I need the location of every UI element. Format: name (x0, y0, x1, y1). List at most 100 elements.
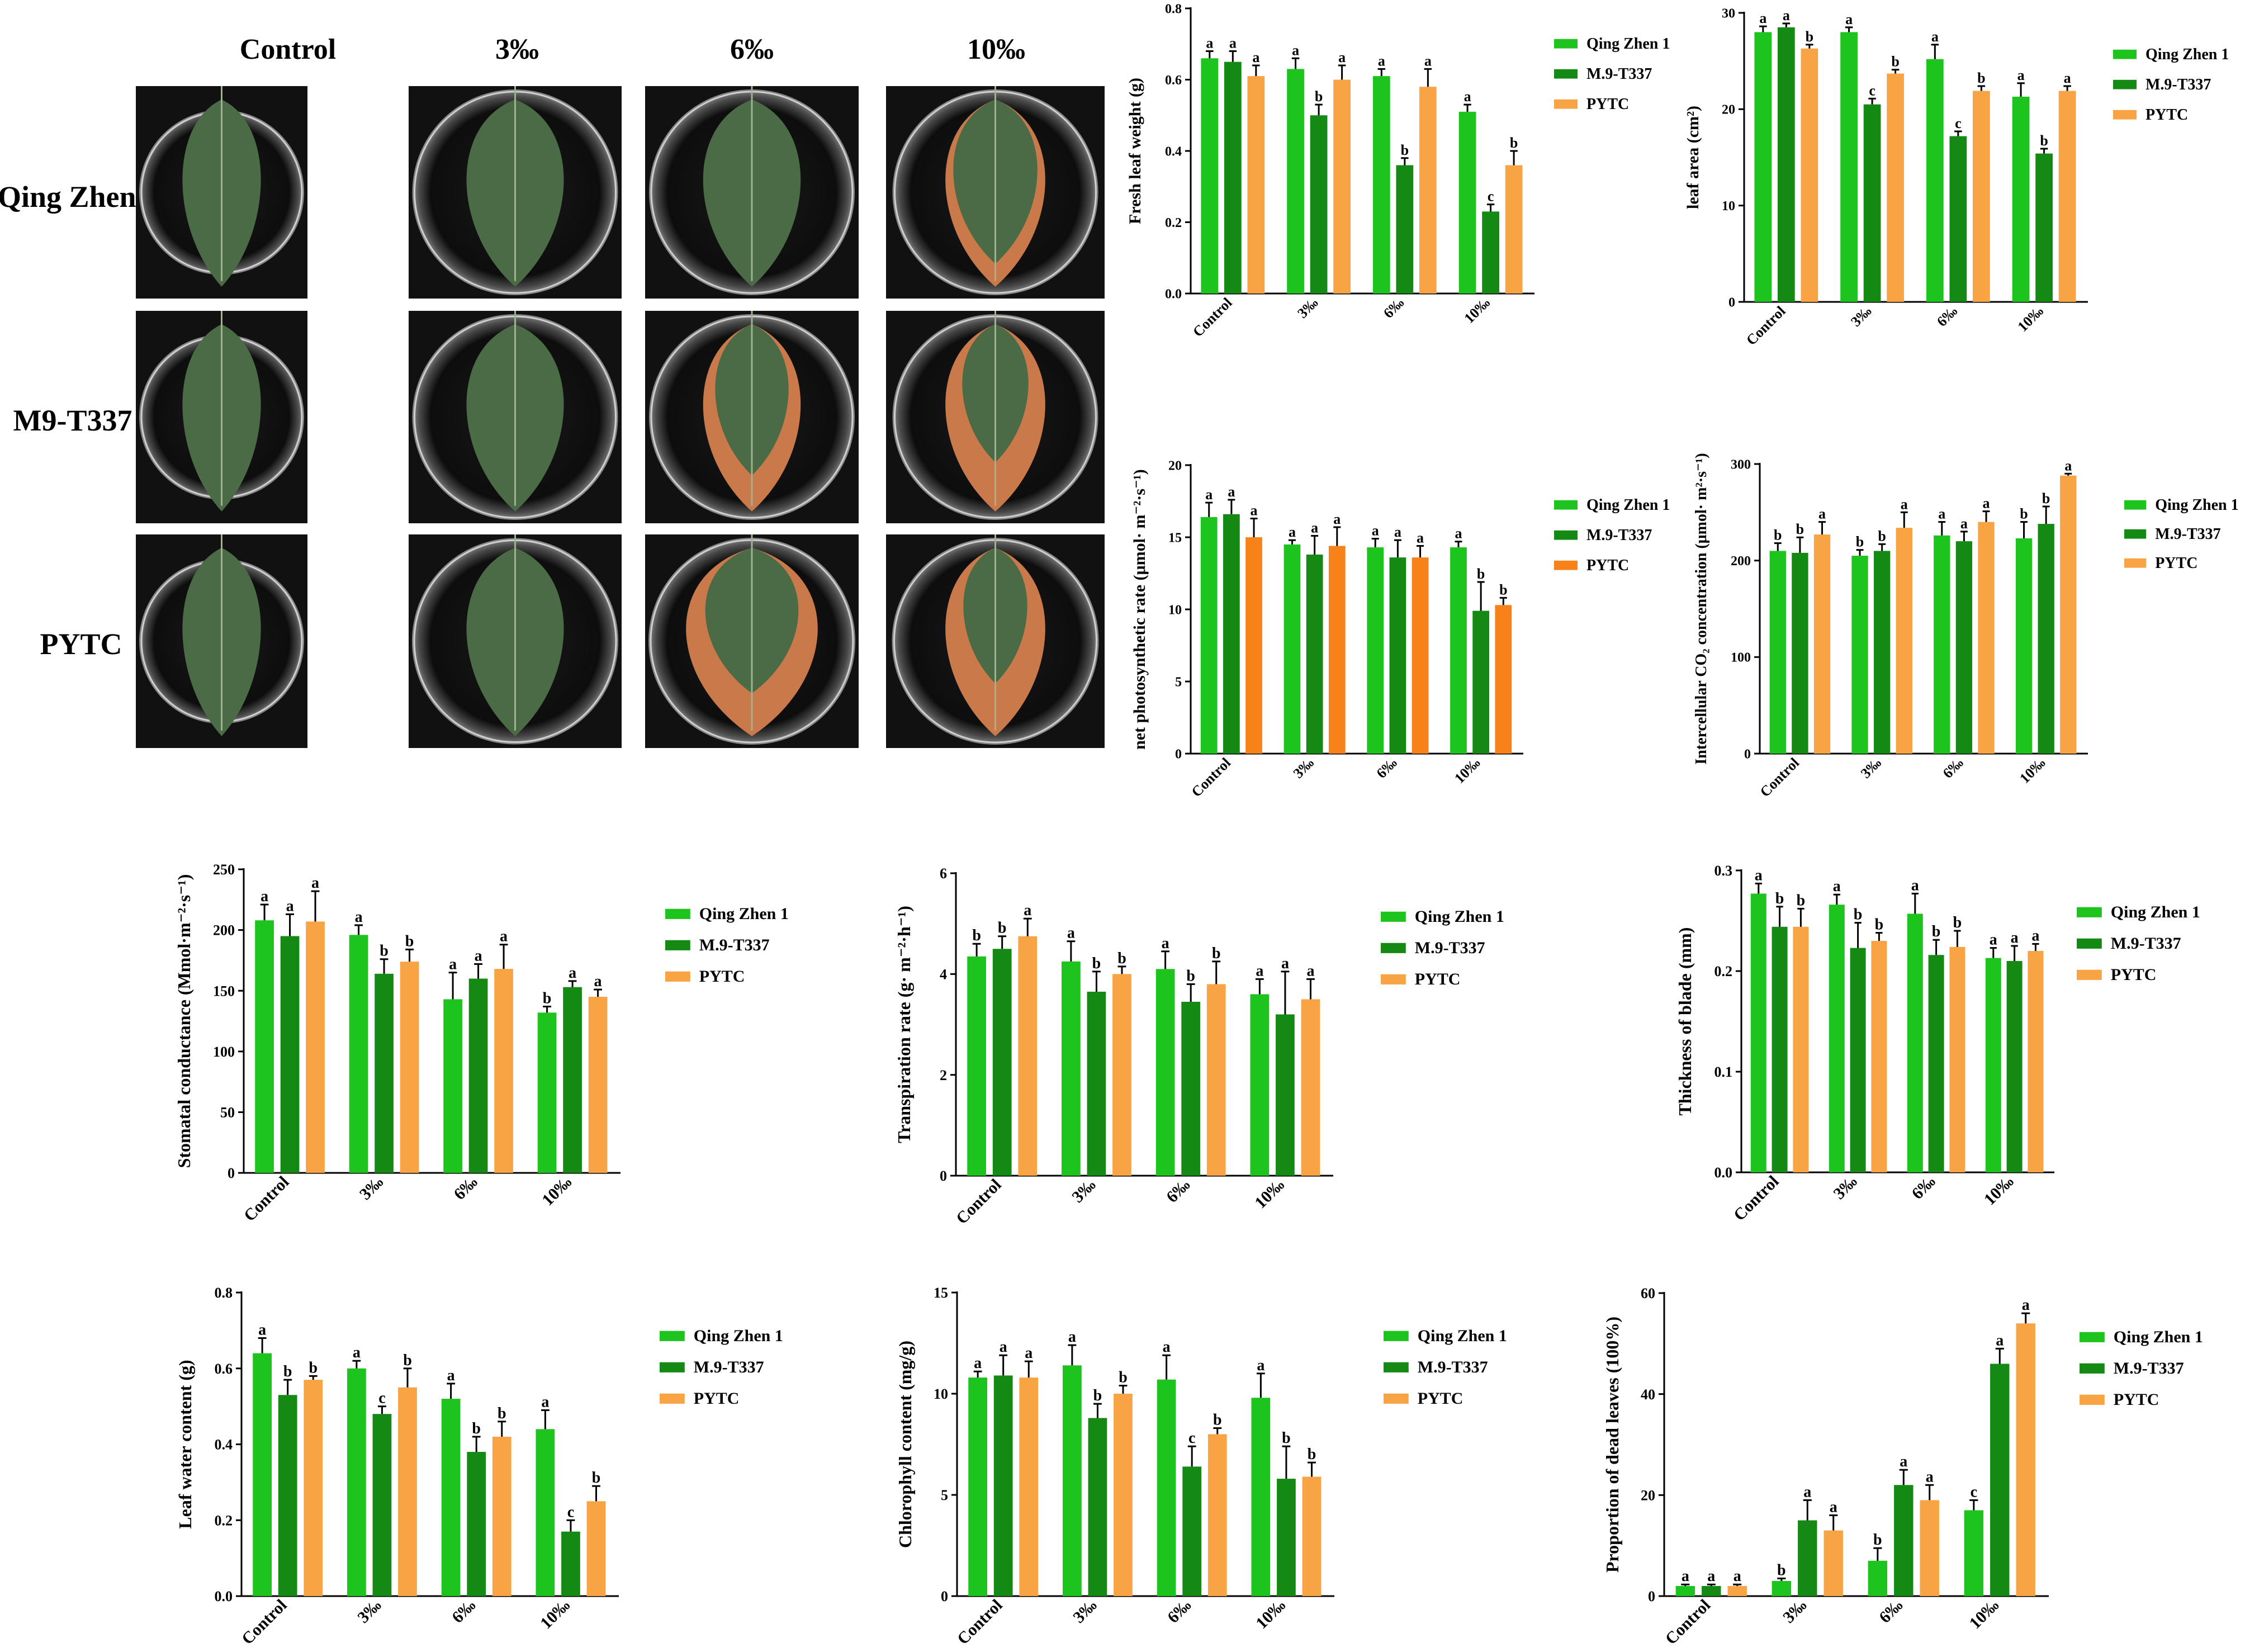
bar (1754, 32, 1772, 302)
legend-swatch (660, 1393, 685, 1404)
y-tick-label: 15 (934, 1285, 948, 1301)
bar (588, 997, 608, 1173)
significance-letter: b (380, 943, 389, 960)
significance-letter: b (309, 1359, 318, 1376)
significance-letter: c (378, 1390, 385, 1407)
bar (537, 1012, 557, 1173)
y-tick-label: 10 (1722, 199, 1735, 214)
significance-letter: a (1333, 511, 1341, 527)
bar (1112, 974, 1131, 1176)
significance-letter: a (1926, 1468, 1934, 1485)
x-tick-label: 10‰ (2015, 303, 2047, 335)
bar (1302, 1476, 1322, 1596)
y-tick-label: 10 (1168, 603, 1182, 617)
col-label-3: 3‰ (495, 34, 539, 65)
significance-letter: c (567, 1503, 574, 1521)
bar (1472, 610, 1490, 754)
legend-swatch (665, 908, 690, 919)
significance-letter: b (1477, 566, 1485, 582)
bar (349, 935, 368, 1173)
bar (304, 1380, 323, 1596)
bar (2006, 961, 2023, 1172)
y-tick-label: 15 (1168, 531, 1182, 545)
legend-swatch (1554, 69, 1578, 79)
legend-label: PYTC (699, 967, 745, 986)
y-tick-label: 0.6 (215, 1361, 233, 1377)
significance-letter: b (1499, 581, 1507, 598)
legend-swatch (665, 940, 690, 950)
bar (1372, 76, 1390, 294)
legend-label: M.9-T337 (1586, 527, 1652, 544)
bar (1824, 1530, 1843, 1596)
bar (1063, 1365, 1082, 1596)
bar (468, 978, 488, 1173)
y-axis-label: Proportion of dead leaves (100%) (1602, 1317, 1622, 1573)
bar (1964, 1510, 1984, 1596)
bar (1772, 926, 1788, 1172)
bar (2038, 524, 2054, 754)
bar (1283, 544, 1301, 754)
y-tick-label: 0 (1648, 1588, 1655, 1604)
leaf-photo-r0-c2 (645, 86, 859, 299)
bar (255, 920, 274, 1173)
bar (1926, 59, 1944, 302)
legend-label: M.9-T337 (694, 1358, 764, 1376)
significance-letter: b (403, 1352, 412, 1369)
significance-letter: b (1878, 528, 1886, 544)
x-tick-label: 10‰ (1461, 295, 1493, 326)
bar (1458, 111, 1476, 294)
bar (1224, 61, 1242, 294)
x-tick-label: 6‰ (1164, 1596, 1195, 1627)
bar (1114, 1394, 1133, 1596)
bar (398, 1387, 417, 1596)
significance-letter: b (1932, 923, 1941, 940)
significance-letter: a (1455, 526, 1462, 542)
significance-letter: a (1938, 506, 1945, 522)
legend-label: Qing Zhen 1 (2155, 496, 2238, 514)
bar (1896, 527, 1912, 754)
significance-letter: b (1891, 54, 1899, 70)
bar (1277, 1479, 1296, 1596)
col-label-10: 10‰ (967, 34, 1025, 65)
bar (492, 1436, 511, 1596)
y-axis-label: Transpiration rate (g· m⁻²·h⁻¹) (894, 906, 914, 1143)
significance-letter: a (1205, 486, 1213, 503)
bar (1223, 514, 1240, 754)
bar (1247, 76, 1265, 294)
bar (1201, 58, 1219, 294)
bar (1301, 999, 1320, 1176)
significance-letter: a (1424, 53, 1432, 69)
bar (536, 1429, 555, 1596)
x-tick-label: 10‰ (2016, 755, 2048, 787)
y-tick-label: 30 (1722, 6, 1735, 21)
leaf-photo-r2-c3 (886, 534, 1105, 748)
x-tick-label: Control (1757, 755, 1802, 800)
significance-letter: a (449, 956, 457, 973)
significance-letter: b (1093, 1387, 1102, 1404)
bar (1019, 1378, 1039, 1596)
bar (1777, 27, 1795, 302)
bar (563, 987, 582, 1173)
legend-label: M.9-T337 (1415, 939, 1485, 957)
significance-letter: b (1875, 916, 1884, 934)
significance-letter: a (1378, 53, 1385, 69)
chart-chloro: 0 5 10 15 Chlorophyll content (mg/g) a a a Contr… (895, 1285, 1507, 1648)
legend-label: M.9-T337 (699, 936, 770, 954)
bar (1990, 1364, 2010, 1596)
x-tick-label: 6‰ (1163, 1176, 1193, 1206)
y-axis-label: Fresh leaf weight (g) (1126, 78, 1144, 224)
x-tick-label: 6‰ (1373, 755, 1400, 782)
bar (1505, 165, 1523, 294)
significance-letter: a (1803, 1483, 1811, 1500)
x-tick-label: 6‰ (450, 1173, 481, 1204)
significance-letter: a (1311, 519, 1318, 536)
significance-letter: a (1783, 7, 1790, 23)
significance-letter: a (1911, 877, 1919, 894)
bar (1863, 104, 1881, 302)
bar (1157, 1379, 1176, 1596)
bar (1792, 552, 1808, 754)
y-tick-label: 200 (1731, 554, 1751, 569)
legend-label: M.9-T337 (2155, 526, 2220, 543)
y-tick-label: 50 (220, 1105, 235, 1121)
